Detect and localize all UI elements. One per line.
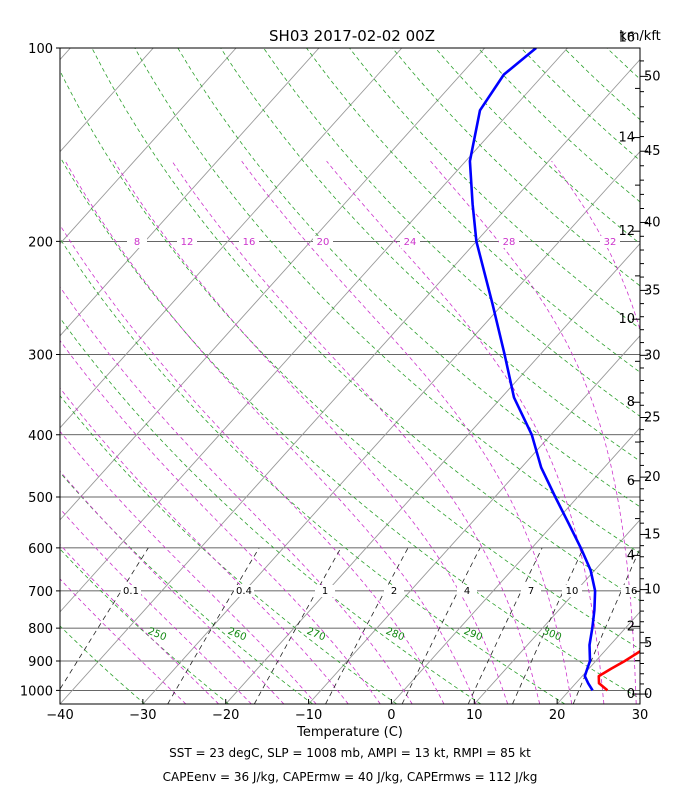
kft-tick-label: 35 [644, 283, 661, 298]
dry-adiabat-label: 260 [226, 626, 248, 643]
mixing-ratio-line [326, 548, 409, 704]
mixing-ratio-line [513, 548, 584, 704]
pressure-tick-label: 600 [28, 542, 53, 557]
dry-adiabat-line [478, 48, 700, 704]
x-axis-label: Temperature (C) [296, 725, 403, 740]
isotherm-line [0, 48, 485, 704]
note-line-1: SST = 23 degC, SLP = 1008 mb, AMPI = 13 … [169, 746, 531, 760]
mixing-ratio-label: 2 [391, 586, 397, 597]
dry-adiabat-line [307, 48, 700, 704]
mixing-ratio-label: 0.1 [123, 586, 139, 597]
moist-adiabat-line [671, 161, 700, 704]
mixing-ratio-line [254, 548, 341, 704]
km-tick-label: 16 [618, 31, 635, 46]
pressure-tick-label: 200 [28, 235, 53, 250]
mixing-ratio-label: 0.4 [236, 586, 252, 597]
isotherm-line [309, 48, 700, 704]
moist-adiabat-label: 8 [134, 237, 140, 248]
mixing-ratio-label: 7 [528, 586, 534, 597]
moist-adiabat-label: 12 [181, 237, 194, 248]
dry-adiabat-line [521, 48, 700, 704]
mixing-ratio-line [468, 548, 542, 704]
isotherm-line [0, 48, 319, 704]
pressure-tick-label: 800 [28, 622, 53, 637]
dry-adiabat-line [6, 48, 649, 704]
isotherm-line [0, 48, 153, 704]
kft-tick-label: 5 [644, 636, 652, 651]
km-tick-label: 14 [618, 131, 635, 146]
kft-tick-label: 20 [644, 470, 661, 485]
pressure-tick-label: 900 [28, 655, 53, 670]
moist-adiabat-label: 28 [503, 237, 516, 248]
dry-adiabat-line [221, 48, 700, 704]
mixing-ratio-line [168, 548, 259, 704]
moist-adiabat-line [114, 161, 508, 704]
isotherm-line [226, 48, 700, 704]
kft-tick-label: 50 [644, 69, 661, 84]
isotherm-line [60, 48, 650, 704]
chart-title: SH03 2017-02-02 00Z [269, 27, 435, 45]
kft-tick-label: 15 [644, 527, 661, 542]
moist-adiabat-label: 32 [604, 237, 617, 248]
kft-tick-label: 30 [644, 348, 661, 363]
kft-tick-label: 45 [644, 144, 661, 159]
dry-adiabat-line [0, 48, 145, 704]
x-tick-label: 10 [466, 708, 483, 723]
kft-tick-label: 10 [644, 583, 661, 598]
dry-adiabat-line [0, 48, 61, 704]
km-tick-label: 10 [618, 312, 635, 327]
moist-adiabat-label: 16 [243, 237, 256, 248]
moist-adiabat-line [0, 161, 412, 704]
x-tick-label: −30 [129, 708, 156, 723]
dry-adiabat-label: 280 [384, 626, 406, 643]
km-tick-label: 8 [627, 395, 635, 410]
mixing-ratio-label: 4 [464, 586, 470, 597]
mixing-ratio-line [51, 548, 149, 704]
moist-adiabat-line [23, 161, 444, 704]
kft-tick-label: 0 [644, 687, 652, 702]
pressure-tick-label: 300 [28, 348, 53, 363]
kft-tick-label: 40 [644, 215, 661, 230]
dry-adiabat-line [693, 48, 700, 704]
dry-adiabat-line [49, 48, 700, 704]
dry-adiabat-line [135, 48, 700, 704]
dry-adiabat-label: 290 [462, 626, 484, 643]
x-tick-label: 20 [549, 708, 566, 723]
dry-adiabat-line [264, 48, 700, 704]
pressure-tick-label: 1000 [20, 684, 53, 699]
km-tick-label: 4 [627, 548, 635, 563]
x-tick-label: 30 [632, 708, 649, 723]
x-tick-label: −20 [212, 708, 239, 723]
kft-tick-label: 25 [644, 410, 661, 425]
dry-adiabat-line [178, 48, 700, 704]
km-tick-label: 12 [618, 224, 635, 239]
dry-adiabat-label: 270 [305, 626, 327, 643]
dry-adiabat-line [564, 48, 700, 704]
mixing-ratio-label: 1 [322, 586, 328, 597]
km-tick-label: 2 [627, 619, 635, 634]
mixing-ratio-label: 10 [566, 586, 579, 597]
note-line-2: CAPEenv = 36 J/kg, CAPErmw = 40 J/kg, CA… [163, 770, 538, 784]
x-tick-label: 0 [387, 708, 395, 723]
pressure-tick-label: 400 [28, 429, 53, 444]
pressure-tick-label: 700 [28, 585, 53, 600]
isotherm-line [143, 48, 700, 704]
km-tick-label: 6 [627, 474, 635, 489]
moist-adiabat-label: 24 [404, 237, 417, 248]
isotherm-line [557, 48, 700, 704]
moist-adiabat-label: 20 [317, 237, 330, 248]
km-tick-label: 0 [627, 687, 635, 702]
x-tick-label: −10 [295, 708, 322, 723]
dry-adiabat-label: 300 [541, 626, 563, 643]
pressure-tick-label: 500 [28, 491, 53, 506]
dry-adiabat-line [0, 48, 313, 704]
pressure-tick-label: 100 [28, 42, 53, 57]
dry-adiabat-line [0, 48, 481, 704]
dry-adiabat-line [0, 48, 229, 704]
dry-adiabat-label: 250 [146, 626, 168, 643]
x-tick-label: −40 [46, 708, 73, 723]
